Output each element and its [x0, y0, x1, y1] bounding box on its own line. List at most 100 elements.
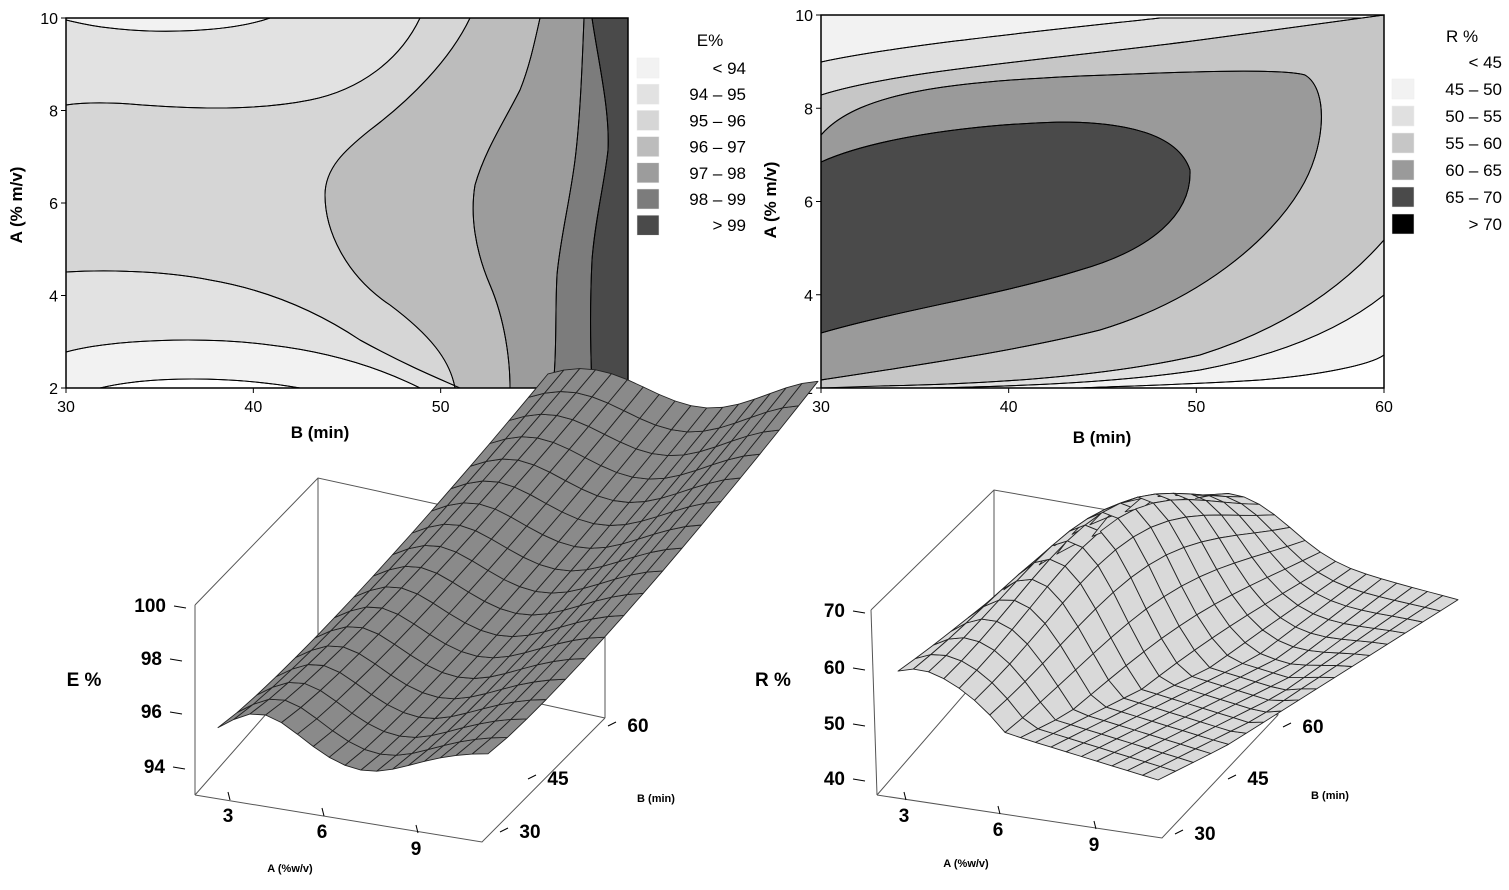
surface-e-xtick-label: 9: [411, 839, 422, 860]
contour-r-legend-label: 50 – 55: [1445, 107, 1502, 126]
contour-e-legend-title: E%: [697, 31, 723, 50]
surface-r-ztick-label: 50: [824, 714, 845, 735]
surface-r-box: [876, 714, 1279, 839]
contour-r-legend-swatch: [1391, 105, 1415, 127]
surface-e-xtick-label: 3: [223, 806, 234, 827]
surface-r-ytick-mark: [1227, 774, 1237, 780]
surface-r-ztick-label: 40: [824, 769, 845, 790]
contour-r-legend-swatch: [1391, 213, 1415, 235]
surface-e-ztick-label: 96: [141, 702, 162, 723]
contour-e-legend-swatch: [636, 214, 660, 236]
surface-e-ztick-mark: [169, 711, 183, 715]
contour-e-xlabel: B (min): [291, 423, 350, 442]
contour-r-legend-label: 45 – 50: [1445, 80, 1502, 99]
surface-e-ylabel: B (min): [637, 793, 675, 805]
contour-e-line: [99, 378, 301, 388]
surface-r-zlabel: R %: [755, 670, 791, 691]
contour-r-xtick-label: 40: [1000, 399, 1018, 416]
contour-e-legend-label: < 94: [712, 59, 746, 78]
contour-r-panel: 30405060246810 B (min) A (% m/v) R % < 4…: [761, 8, 1502, 447]
contour-e-line: [66, 270, 461, 388]
contour-e-ytick-label: 6: [49, 196, 58, 213]
surface-e-ztick-label: 100: [134, 596, 166, 617]
contour-e-ylabel: A (% m/v): [7, 167, 26, 244]
contour-e-line: [552, 18, 585, 388]
contour-r-xtick-label: 30: [812, 399, 830, 416]
contour-e-legend-label: 98 – 99: [689, 190, 746, 209]
contour-e-line: [324, 18, 471, 388]
surface-e-ytick-mark: [527, 774, 537, 780]
surface-r-box: [870, 609, 878, 796]
surface-r-xtick-label: 3: [899, 806, 910, 827]
surface-e-ztick-label: 98: [141, 649, 162, 670]
contour-r-legend-label: 55 – 60: [1445, 134, 1502, 153]
surface-e-xlabel: A (%w/v): [267, 863, 313, 875]
surface-r-ztick-mark: [852, 723, 866, 727]
surface-r-ztick-mark: [852, 778, 866, 782]
surface-e-ytick-label: 45: [547, 769, 569, 790]
surface-e-cell: [217, 703, 254, 729]
contour-r-xtick-label: 50: [1187, 399, 1205, 416]
surface-e-ticks: 94 96 98 100 3 6 9 30 45 60: [134, 596, 648, 860]
contour-e-legend-swatch: [636, 57, 660, 79]
contour-r-line: [879, 239, 1384, 387]
contour-r-xlabel: B (min): [1073, 428, 1132, 447]
surface-e-zlabel: E %: [67, 670, 102, 691]
contour-r-legend-label: > 70: [1468, 215, 1502, 234]
contour-r-legend-swatch: [1391, 159, 1415, 181]
contour-r-line: [929, 294, 1384, 388]
contour-e-legend-swatch: [636, 110, 660, 131]
surface-r-ytick-label: 30: [1194, 824, 1215, 845]
contour-r-ytick-label: 8: [804, 101, 813, 118]
surface-r-ticks: 40 50 60 70 3 6 9 30 45 60: [824, 601, 1324, 856]
surface-r-ztick-mark: [852, 610, 866, 614]
surface-r-ytick-mark: [1282, 722, 1292, 728]
contour-e-line: [66, 339, 421, 388]
contour-r-legend-title: R %: [1446, 27, 1478, 46]
surface-e-ytick-label: 30: [519, 822, 540, 843]
contour-e-legend-label: 95 – 96: [689, 111, 746, 130]
contour-e-ytick-label: 4: [49, 289, 58, 306]
contour-e-legend-label: > 99: [712, 216, 746, 235]
contour-e-xtick-label: 50: [432, 399, 450, 416]
contour-e-legend-label: 96 – 97: [689, 138, 746, 157]
surface-e-ytick-mark: [607, 721, 617, 727]
contour-e-xtick-label: 40: [244, 399, 262, 416]
surface-r-xtick-label: 9: [1089, 835, 1100, 856]
contour-r-legend-label: < 45: [1468, 53, 1502, 72]
contour-r-line: [821, 70, 1322, 381]
contour-e-panel: 30405060246810 B (min) A (% m/v) E% < 94…: [7, 11, 746, 442]
contour-e-legend-swatch: [636, 188, 660, 210]
surface-e-xtick-mark: [415, 824, 419, 834]
contour-e-legend-swatch: [636, 162, 660, 184]
surface-r-ytick-label: 45: [1247, 769, 1269, 790]
contour-r-line: [821, 15, 1384, 96]
surface-r-mesh: [897, 492, 1459, 781]
surface-e-xtick-mark: [227, 791, 231, 801]
surface-r-xtick-mark: [997, 805, 1001, 815]
surface-r-ytick-label: 60: [1302, 717, 1323, 738]
surface-r-ytick-mark: [1174, 829, 1184, 835]
surface-r-ztick-mark: [852, 667, 866, 671]
surface-e-cell: [782, 380, 819, 409]
contour-r-legend: R % < 45 45 – 50 50 – 55 55 – 60 60 – 65 65 –…: [1391, 27, 1502, 235]
contour-r-xtick-label: 60: [1375, 399, 1393, 416]
surface-r-ylabel: B (min): [1311, 790, 1349, 802]
contour-e-line: [66, 18, 421, 109]
contour-r-line: [821, 17, 1161, 63]
surface-r-xlabel: A (%w/v): [943, 858, 989, 870]
contour-r-line: [1079, 354, 1384, 388]
surface-e-xtick-label: 6: [317, 822, 328, 843]
surface-e-xtick-mark: [321, 807, 325, 817]
contour-e-line: [590, 18, 609, 388]
contour-r-legend-label: 65 – 70: [1445, 188, 1502, 207]
surface-e-ztick-mark: [173, 605, 187, 609]
contour-r-legend-swatch: [1391, 186, 1415, 208]
contour-r-ytick-label: 6: [804, 195, 813, 212]
surface-e-ztick-mark: [169, 658, 183, 662]
contour-e-line: [472, 18, 541, 388]
contour-e-ytick-label: 2: [49, 381, 58, 398]
contour-e-legend-swatch: [636, 83, 660, 105]
contour-r-line: [821, 121, 1191, 334]
